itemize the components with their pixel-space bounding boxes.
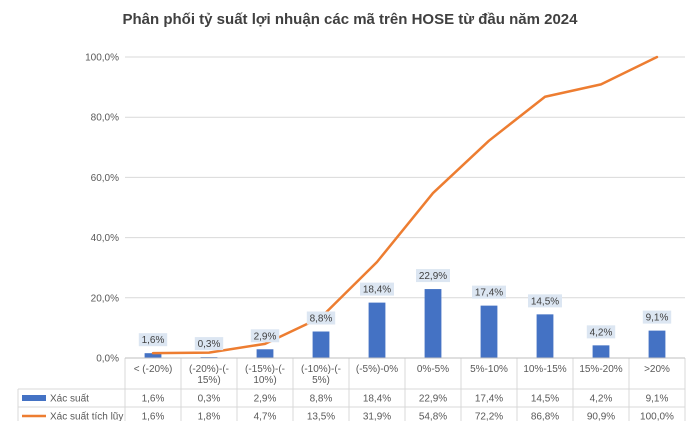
x-category-label: 5%-10% <box>470 364 508 375</box>
x-category-label: 10%-15% <box>523 364 566 375</box>
data-label-box <box>416 269 450 283</box>
table-cell-value: 8,8% <box>310 394 333 405</box>
bar-data-label: 18,4% <box>363 285 391 296</box>
bar-data-label: 1,6% <box>142 335 165 346</box>
table-cell-value: 1,6% <box>142 394 165 405</box>
table-cell-value: 14,5% <box>531 394 559 405</box>
data-label-box <box>472 285 506 299</box>
table-cell-value: 13,5% <box>307 412 335 422</box>
bar <box>256 349 274 358</box>
bar-data-label: 22,9% <box>419 271 447 282</box>
table-cell-value: 54,8% <box>419 412 447 422</box>
y-tick-label: 100,0% <box>85 53 119 64</box>
table-cell-value: 1,6% <box>142 412 165 422</box>
y-tick-label: 60,0% <box>91 173 119 184</box>
table-cell-value: 22,9% <box>419 394 447 405</box>
bar <box>144 353 162 358</box>
bar-data-label: 4,2% <box>590 327 613 338</box>
x-category-label: 15%-20% <box>579 364 622 375</box>
table-cell-value: 4,7% <box>254 412 277 422</box>
data-label-box <box>194 337 224 351</box>
bar <box>592 345 610 358</box>
y-axis: 0,0% 20,0% 40,0% 60,0% 80,0% 100,0% <box>85 53 119 365</box>
legend-series-name: Xác suất <box>50 393 89 405</box>
data-label-box <box>138 333 168 347</box>
x-category-label: >20% <box>644 364 670 375</box>
table-cell-value: 2,9% <box>254 394 277 405</box>
data-table: < (-20%) (-20%)-(-15%) (-15%)-(-10%) (-10%)… <box>17 357 686 426</box>
x-category-label: (-20%)-(- <box>189 364 229 375</box>
y-tick-label: 0,0% <box>96 354 119 365</box>
y-tick-label: 80,0% <box>91 113 119 124</box>
x-category-label: 15%) <box>197 375 220 386</box>
bar-data-label: 8,8% <box>310 314 333 325</box>
line-series <box>151 55 659 355</box>
x-category-label: 5%) <box>312 375 330 386</box>
bar <box>368 302 386 358</box>
legend-series-name: Xác suất tích lũy <box>50 411 123 422</box>
x-category-label: 10%) <box>253 375 276 386</box>
table-cell-value: 86,8% <box>531 412 559 422</box>
x-category-label: (-10%)-(- <box>301 364 341 375</box>
table-cell-value: 31,9% <box>363 412 391 422</box>
data-label-box <box>250 329 280 343</box>
data-label-box <box>642 310 672 324</box>
x-category-label: < (-20%) <box>134 364 173 375</box>
table-cell-value: 9,1% <box>646 394 669 405</box>
bar <box>648 330 666 358</box>
bar <box>536 314 554 358</box>
cumulative-line <box>151 55 659 355</box>
table-cell-value: 90,9% <box>587 412 615 422</box>
y-tick-label: 20,0% <box>91 293 119 304</box>
bar-data-label: 0,3% <box>198 339 221 350</box>
table-cell-value: 72,2% <box>475 412 503 422</box>
x-category-label: 0%-5% <box>417 364 449 375</box>
bar <box>312 331 330 358</box>
data-label-box <box>528 294 562 308</box>
chart-title: Phân phối tỷ suất lợi nhuận các mã trên … <box>123 11 579 28</box>
data-label-box <box>306 311 336 325</box>
bar-data-label: 17,4% <box>475 288 503 299</box>
gridlines <box>125 56 685 299</box>
table-cell-value: 18,4% <box>363 394 391 405</box>
x-category-label: (-15%)-(- <box>245 364 285 375</box>
table-cell-value: 17,4% <box>475 394 503 405</box>
bar <box>480 305 498 358</box>
data-labels: 1,6% 0,3% 2,9% 8,8% 18,4% 22,9% 17,4% 14,5% 4,2%… <box>138 269 672 351</box>
y-tick-label: 40,0% <box>91 233 119 244</box>
bar-data-label: 2,9% <box>254 331 277 342</box>
table-cell-value: 0,3% <box>198 394 221 405</box>
table-cell-value: 100,0% <box>640 412 674 422</box>
bar <box>424 289 442 358</box>
x-category-label: (-5%)-0% <box>356 364 398 375</box>
legend-key-bar <box>22 395 46 401</box>
bar-data-label: 9,1% <box>646 313 669 324</box>
table-cell-value: 4,2% <box>590 394 613 405</box>
data-label-box <box>586 325 616 339</box>
table-cell-value: 1,8% <box>198 412 221 422</box>
bar-series <box>144 289 666 358</box>
bar-data-label: 14,5% <box>531 296 559 307</box>
data-label-box <box>360 282 394 296</box>
